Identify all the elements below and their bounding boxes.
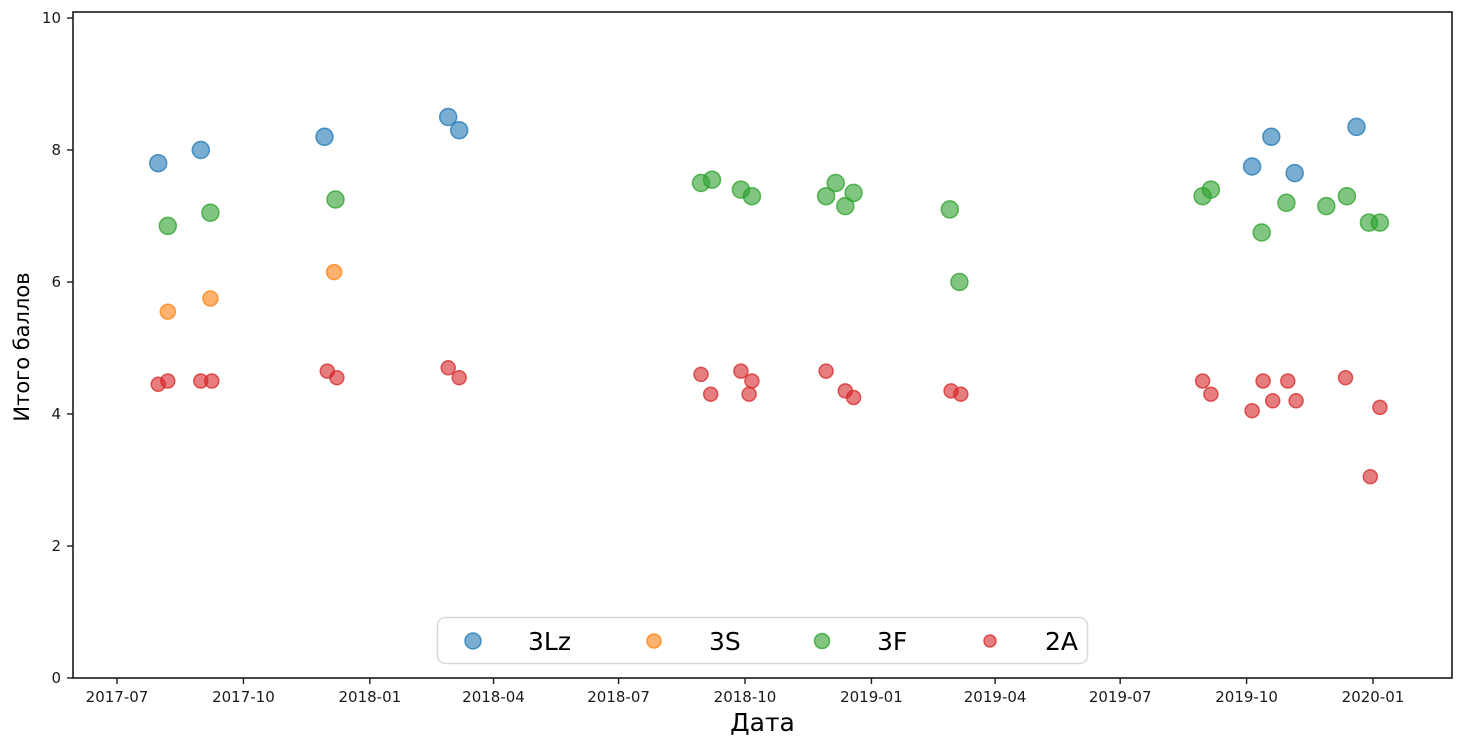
- scatter-point-3f: [940, 200, 960, 219]
- scatter-point-3lz: [438, 107, 458, 127]
- scatter-point-2a: [204, 373, 220, 389]
- scatter-point-2a: [818, 363, 834, 379]
- legend-box: [436, 616, 1089, 665]
- scatter-point-3f: [844, 183, 863, 203]
- x-tick-label: 2019-10: [1215, 688, 1278, 706]
- scatter-point-3f: [201, 203, 220, 222]
- scatter-point-2a: [702, 386, 719, 402]
- scatter-point-3f: [326, 190, 345, 209]
- scatter-point-2a: [1194, 373, 1211, 389]
- scatter-point-3f: [816, 186, 836, 206]
- scatter-point-3s: [325, 263, 343, 281]
- scatter-point-2a: [693, 366, 709, 383]
- scatter-point-2a: [1264, 393, 1281, 409]
- scatter-point-3s: [159, 303, 177, 320]
- scatter-point-2a: [451, 369, 467, 386]
- legend-label-2a: 2A: [1045, 627, 1078, 656]
- x-tick-label: 2017-07: [86, 688, 149, 706]
- scatter-point-3f: [158, 216, 178, 236]
- y-tick-label: 0: [51, 669, 61, 687]
- x-tick-label: 2018-04: [462, 688, 525, 706]
- x-tick-label: 2020-01: [1342, 688, 1405, 706]
- y-tick-label: 10: [42, 9, 61, 27]
- scatter-point-3lz: [449, 120, 469, 140]
- legend-marker-3lz: [464, 632, 482, 650]
- legend-marker-3f: [813, 632, 831, 650]
- x-tick-label: 2018-07: [587, 688, 650, 706]
- scatter-point-3lz: [1262, 127, 1281, 147]
- scatter-point-2a: [1337, 369, 1354, 386]
- plot-border: [72, 11, 1453, 679]
- y-axis-title: Итого баллов: [10, 272, 34, 422]
- y-tick-label: 8: [51, 141, 61, 159]
- scatter-point-3f: [950, 272, 969, 292]
- scatter-point-3f: [742, 186, 762, 206]
- scatter-point-3lz: [1242, 157, 1262, 176]
- scatter-point-3f: [1277, 193, 1296, 213]
- x-tick-label: 2019-07: [1089, 688, 1152, 706]
- scatter-point-3f: [1252, 223, 1271, 242]
- scatter-point-3lz: [1347, 117, 1366, 137]
- scatter-point-3lz: [191, 140, 211, 160]
- scatter-point-3f: [1201, 180, 1221, 199]
- scatter-point-2a: [953, 386, 969, 402]
- x-tick-label: 2017-10: [212, 688, 275, 706]
- scatter-point-3lz: [148, 153, 168, 173]
- scatter-point-3s: [202, 290, 219, 307]
- scatter-point-2a: [733, 363, 749, 379]
- x-tick-label: 2019-01: [840, 688, 903, 706]
- scatter-point-2a: [1244, 402, 1260, 419]
- scatter-point-2a: [1203, 386, 1219, 402]
- scatter-point-3lz: [315, 127, 334, 147]
- x-tick-label: 2018-10: [714, 688, 777, 706]
- scatter-point-2a: [741, 386, 757, 402]
- scatter-point-3f: [826, 173, 845, 193]
- scatter-point-2a: [1255, 373, 1271, 389]
- scatter-point-3lz: [1285, 163, 1304, 183]
- scatter-point-2a: [1362, 468, 1379, 485]
- scatter-point-3f: [1337, 186, 1357, 206]
- scatter-point-3f: [1317, 196, 1336, 216]
- scatter-point-2a: [1288, 393, 1304, 409]
- legend-marker-3s: [646, 633, 662, 649]
- scatter-point-3f: [836, 196, 855, 216]
- scatter-point-2a: [1280, 373, 1296, 389]
- scatter-point-2a: [160, 373, 176, 389]
- legend-label-3f: 3F: [877, 627, 907, 656]
- scatter-point-2a: [1372, 399, 1388, 416]
- scatter-point-3f: [702, 170, 722, 189]
- legend-label-3s: 3S: [709, 627, 741, 656]
- scatter-point-2a: [845, 389, 862, 406]
- y-tick-label: 4: [51, 405, 61, 423]
- scatter-point-2a: [440, 360, 456, 376]
- scatter-point-3f: [1370, 213, 1390, 232]
- x-tick-label: 2018-01: [339, 688, 402, 706]
- y-tick-label: 2: [51, 537, 61, 555]
- x-tick-label: 2019-04: [964, 688, 1027, 706]
- legend-label-3lz: 3Lz: [528, 627, 571, 656]
- x-axis-title: Дата: [730, 708, 795, 737]
- legend-marker-2a: [983, 634, 997, 648]
- scatter-point-2a: [329, 369, 345, 386]
- scatter-point-2a: [744, 373, 760, 389]
- y-tick-label: 6: [51, 273, 61, 291]
